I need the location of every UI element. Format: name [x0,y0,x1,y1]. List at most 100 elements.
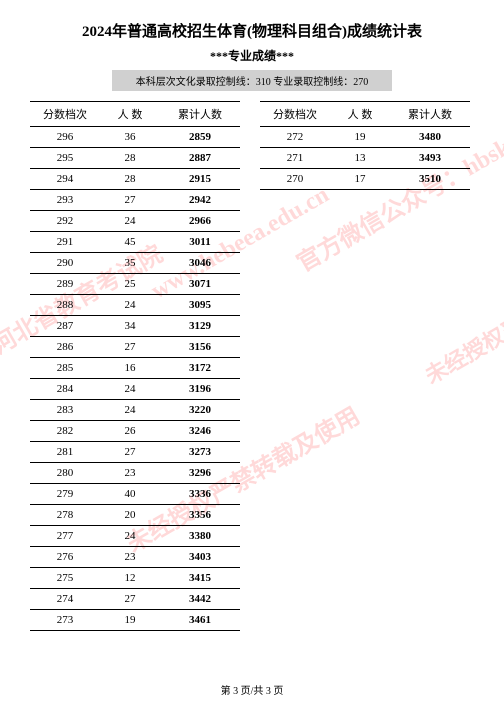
cell-cumulative: 2915 [160,169,240,190]
cell-score: 282 [30,421,100,442]
cell-count: 26 [100,421,160,442]
header-count: 人 数 [330,102,390,127]
cell-score: 284 [30,379,100,400]
table-row: 285163172 [30,358,240,379]
table-header-row: 分数档次 人 数 累计人数 [260,102,470,127]
cell-score: 272 [260,127,330,148]
cell-score: 291 [30,232,100,253]
cell-score: 295 [30,148,100,169]
cell-cumulative: 3095 [160,295,240,316]
table-row: 275123415 [30,568,240,589]
tables-container: 分数档次 人 数 累计人数 29636285929528288729428291… [30,101,474,631]
cell-count: 40 [100,484,160,505]
cell-count: 13 [330,148,390,169]
table-row: 296362859 [30,127,240,148]
cell-count: 24 [100,295,160,316]
cell-score: 293 [30,190,100,211]
cell-score: 277 [30,526,100,547]
cell-cumulative: 3246 [160,421,240,442]
cell-cumulative: 3046 [160,253,240,274]
table-row: 292242966 [30,211,240,232]
cell-count: 25 [100,274,160,295]
cell-count: 35 [100,253,160,274]
cell-count: 23 [100,463,160,484]
cell-cumulative: 3442 [160,589,240,610]
table-header-row: 分数档次 人 数 累计人数 [30,102,240,127]
table-row: 288243095 [30,295,240,316]
table-row: 287343129 [30,316,240,337]
header-cumulative: 累计人数 [390,102,470,127]
cell-cumulative: 3403 [160,547,240,568]
cell-count: 12 [100,568,160,589]
header-score: 分数档次 [260,102,330,127]
cell-score: 271 [260,148,330,169]
cell-cumulative: 3356 [160,505,240,526]
header-score: 分数档次 [30,102,100,127]
cell-score: 273 [30,610,100,631]
control-line-banner: 本科层次文化录取控制线：310 专业录取控制线：270 [112,70,392,91]
table-row: 278203356 [30,505,240,526]
table-row: 272193480 [260,127,470,148]
table-row: 279403336 [30,484,240,505]
table-row: 273193461 [30,610,240,631]
cell-count: 28 [100,148,160,169]
cell-score: 278 [30,505,100,526]
cell-count: 17 [330,169,390,190]
table-row: 274273442 [30,589,240,610]
cell-score: 280 [30,463,100,484]
cell-cumulative: 2859 [160,127,240,148]
cell-score: 294 [30,169,100,190]
cell-score: 296 [30,127,100,148]
table-row: 283243220 [30,400,240,421]
cell-score: 287 [30,316,100,337]
cell-cumulative: 3172 [160,358,240,379]
table-row: 295282887 [30,148,240,169]
cell-count: 24 [100,379,160,400]
cell-score: 283 [30,400,100,421]
score-table-left: 分数档次 人 数 累计人数 29636285929528288729428291… [30,101,240,631]
cell-count: 27 [100,442,160,463]
cell-cumulative: 3461 [160,610,240,631]
cell-cumulative: 3336 [160,484,240,505]
cell-cumulative: 2966 [160,211,240,232]
cell-count: 45 [100,232,160,253]
table-row: 294282915 [30,169,240,190]
table-row: 280233296 [30,463,240,484]
cell-cumulative: 3220 [160,400,240,421]
table-row: 293272942 [30,190,240,211]
cell-score: 286 [30,337,100,358]
cell-count: 24 [100,400,160,421]
table-row: 276233403 [30,547,240,568]
score-table-right: 分数档次 人 数 累计人数 27219348027113349327017351… [260,101,470,190]
cell-cumulative: 3480 [390,127,470,148]
cell-cumulative: 3493 [390,148,470,169]
page-title: 2024年普通高校招生体育(物理科目组合)成绩统计表 [30,20,474,41]
cell-cumulative: 3196 [160,379,240,400]
cell-cumulative: 3156 [160,337,240,358]
page-subtitle: ***专业成绩*** [30,47,474,64]
table-row: 289253071 [30,274,240,295]
cell-cumulative: 3129 [160,316,240,337]
cell-score: 290 [30,253,100,274]
cell-count: 24 [100,211,160,232]
cell-score: 276 [30,547,100,568]
table-row: 291453011 [30,232,240,253]
cell-cumulative: 2887 [160,148,240,169]
header-cumulative: 累计人数 [160,102,240,127]
table-row: 271133493 [260,148,470,169]
cell-cumulative: 3296 [160,463,240,484]
cell-count: 16 [100,358,160,379]
cell-cumulative: 3415 [160,568,240,589]
cell-cumulative: 3273 [160,442,240,463]
table-row: 282263246 [30,421,240,442]
cell-count: 19 [330,127,390,148]
cell-count: 27 [100,337,160,358]
page-footer: 第 3 页/共 3 页 [0,682,504,697]
table-row: 286273156 [30,337,240,358]
table-row: 277243380 [30,526,240,547]
cell-cumulative: 3071 [160,274,240,295]
cell-score: 270 [260,169,330,190]
cell-count: 27 [100,190,160,211]
cell-score: 289 [30,274,100,295]
table-row: 270173510 [260,169,470,190]
